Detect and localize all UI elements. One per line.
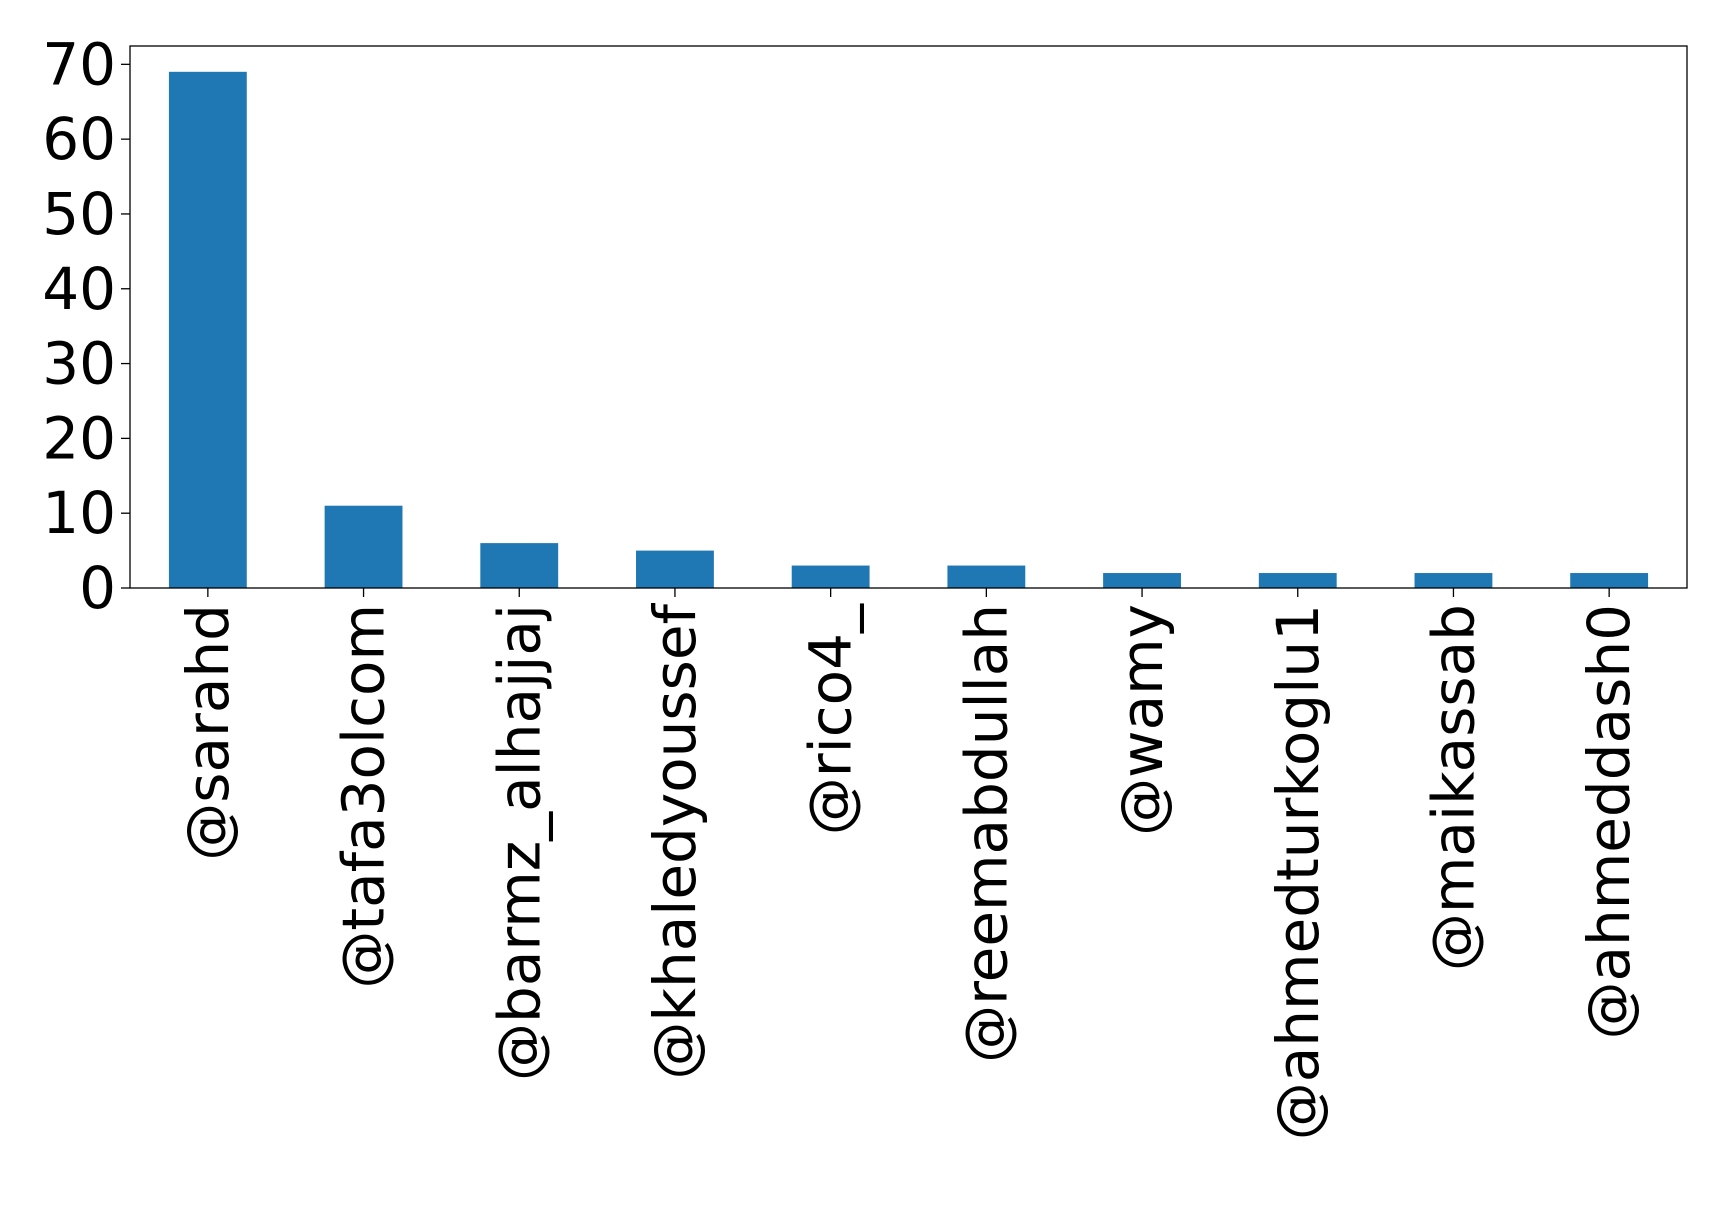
bar-ahmedturkoglu1	[1258, 573, 1337, 588]
x-tick-label: @rico4_	[797, 603, 865, 835]
x-tick-label: @sarahd	[174, 604, 242, 861]
y-tick-label: 50	[42, 180, 116, 248]
plot-frame	[129, 45, 1688, 589]
y-tick-label: 30	[42, 330, 116, 398]
bar-rico4	[791, 565, 870, 588]
x-tick-label: @maikassab	[1419, 604, 1487, 971]
y-tick-label: 40	[42, 255, 116, 323]
y-tick-label: 20	[42, 404, 116, 472]
bar-tafa3olcom	[324, 505, 403, 588]
y-tick-label: 70	[42, 30, 116, 98]
bar-reemabdullah	[947, 565, 1026, 588]
bar-barmz-alhajjaj	[480, 543, 559, 588]
y-tick-label: 0	[79, 554, 116, 622]
bar-wamy	[1103, 573, 1181, 588]
bars-layer	[168, 71, 1649, 589]
x-tick-label: @ahmedturkoglu1	[1264, 604, 1332, 1140]
bar-khaledyoussef	[636, 550, 714, 588]
bar-sarahd	[168, 71, 247, 589]
bar-maikassab	[1414, 573, 1493, 588]
x-tick-label: @tafa3olcom	[330, 604, 398, 989]
x-tick-label: @reemabdullah	[952, 604, 1020, 1063]
y-tick-label: 60	[42, 105, 116, 173]
x-axis: @sarahd @tafa3olcom @barmz_alhajjaj @khaled…	[174, 588, 1643, 1140]
x-tick-label: @ahmeddash0	[1575, 604, 1643, 1040]
x-tick-label: @wamy	[1108, 604, 1176, 836]
x-tick-label: @barmz_alhajjaj	[485, 604, 553, 1081]
bar-ahmeddash0	[1570, 573, 1649, 588]
x-tick-label: @khaledyoussef	[641, 602, 709, 1079]
y-tick-label: 10	[42, 479, 116, 547]
